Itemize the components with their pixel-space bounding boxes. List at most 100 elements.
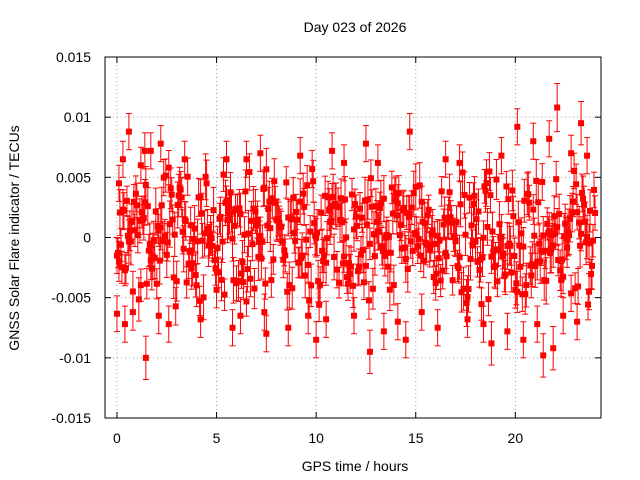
data-point <box>305 297 312 335</box>
data-point <box>380 312 387 350</box>
data-point <box>449 264 456 296</box>
data-point <box>243 140 250 178</box>
data-point <box>282 238 289 273</box>
data-point <box>155 297 162 335</box>
data-point <box>377 179 384 227</box>
data-point <box>471 176 478 216</box>
data-point <box>165 305 172 343</box>
data-point <box>514 108 521 146</box>
data-point <box>539 163 546 201</box>
chart-title: Day 023 of 2026 <box>304 19 407 35</box>
data-point <box>125 113 132 151</box>
data-point <box>438 176 445 207</box>
data-point <box>343 218 350 257</box>
data-point <box>201 210 208 257</box>
data-point <box>168 177 175 212</box>
data-point <box>143 268 150 300</box>
data-point <box>442 236 449 269</box>
data-point <box>568 274 575 313</box>
x-tick-label: 0 <box>113 430 121 446</box>
data-point <box>316 287 323 322</box>
data-point <box>141 132 148 170</box>
data-point <box>380 175 387 223</box>
data-point <box>200 274 207 321</box>
data-point <box>509 169 516 212</box>
data-point <box>366 329 373 374</box>
data-point <box>507 225 514 266</box>
data-point <box>137 268 144 302</box>
y-tick-label: 0.015 <box>56 49 91 65</box>
grid-lines <box>105 57 601 418</box>
data-point <box>121 305 128 343</box>
data-point <box>514 270 521 313</box>
data-point <box>488 321 495 366</box>
data-point <box>568 134 575 172</box>
data-point <box>554 82 561 133</box>
data-point <box>297 178 304 225</box>
data-point <box>184 157 191 196</box>
data-point <box>575 268 582 305</box>
data-point <box>297 137 304 175</box>
data-point <box>237 297 244 335</box>
data-point <box>289 266 296 310</box>
data-point <box>534 305 541 343</box>
data-point <box>236 188 243 228</box>
data-point <box>485 282 492 317</box>
y-tick-label: -0.015 <box>51 410 91 426</box>
y-axis-label: GNSS Solar Flare indicator / TECUs <box>6 125 22 350</box>
data-point <box>525 171 532 218</box>
data-point <box>578 101 585 146</box>
data-point <box>331 233 338 281</box>
data-point <box>591 171 598 209</box>
data-point <box>129 293 136 331</box>
data-point <box>350 297 357 335</box>
data-point <box>194 218 201 265</box>
data-point <box>560 297 567 335</box>
data-point <box>229 309 236 347</box>
y-tick-label: 0 <box>83 230 91 246</box>
data-point <box>520 321 527 359</box>
data-point <box>251 267 258 310</box>
data-point <box>338 178 345 219</box>
data-point <box>520 226 527 267</box>
data-point <box>531 217 538 254</box>
data-point <box>285 309 292 347</box>
data-point <box>402 321 409 359</box>
data-point <box>122 252 129 285</box>
data-point <box>498 137 505 175</box>
x-tick-label: 15 <box>408 430 424 446</box>
data-point <box>504 312 511 350</box>
data-point <box>487 177 494 214</box>
data-point <box>203 159 210 207</box>
data-point <box>480 305 487 343</box>
data-point <box>540 333 547 378</box>
data-point <box>244 245 251 293</box>
data-point <box>592 195 599 231</box>
data-point <box>475 188 482 235</box>
data-point <box>323 300 330 338</box>
data-point <box>480 220 487 256</box>
data-point <box>494 265 501 297</box>
data-point <box>147 132 154 170</box>
data-point <box>270 244 277 275</box>
data-point <box>257 134 264 172</box>
data-point <box>313 218 320 258</box>
data-point <box>119 140 126 178</box>
data-point <box>447 200 454 235</box>
data-point <box>115 164 122 202</box>
data-point <box>573 163 580 205</box>
data-point <box>553 160 560 198</box>
data-point <box>354 255 361 287</box>
data-point <box>304 165 311 206</box>
data-point <box>574 303 581 341</box>
data-point <box>362 247 369 284</box>
data-point <box>522 273 529 315</box>
data-point <box>113 295 120 333</box>
data-point <box>425 194 432 225</box>
data-point <box>550 326 557 371</box>
data-point <box>483 159 490 207</box>
data-point <box>182 201 189 241</box>
data-point <box>181 140 188 178</box>
data-point <box>367 159 374 198</box>
data-point <box>223 140 230 178</box>
